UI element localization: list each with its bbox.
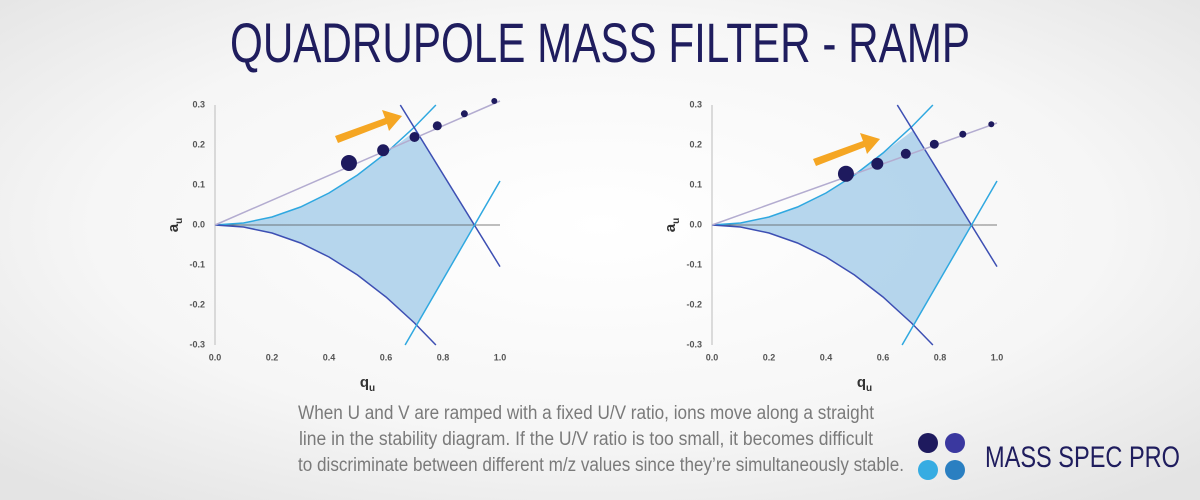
caption-line: When U and V are ramped with a fixed U/V…	[298, 403, 875, 424]
x-axis-label: qu	[360, 374, 375, 394]
boundary-line	[214, 224, 437, 346]
y-axis-label-main: a	[662, 223, 679, 232]
x-tick-label: 0.4	[820, 352, 833, 362]
y-tick-label: 0.2	[192, 139, 205, 149]
x-tick-label: 0.6	[380, 352, 393, 362]
boundary-line	[711, 104, 934, 226]
x-tick-label: 0.6	[877, 352, 890, 362]
ion-point	[491, 98, 498, 104]
x-axis-label-main: q	[857, 374, 866, 391]
logo-dot	[945, 460, 965, 480]
x-tick-label: 1.0	[494, 352, 507, 362]
x-tick-label: 0.0	[706, 352, 719, 362]
y-tick-label: 0.0	[689, 219, 702, 229]
x-axis-label: qu	[857, 374, 872, 394]
x-axis-label-sub: u	[369, 383, 375, 394]
boundary-line	[711, 224, 934, 346]
x-tick-label: 0.2	[763, 352, 776, 362]
ion-point	[900, 148, 911, 159]
y-tick-label: -0.3	[686, 339, 702, 349]
ion-point	[409, 132, 420, 142]
ion-point	[837, 165, 854, 182]
y-tick-label: 0.3	[192, 99, 205, 109]
caption-line: line in the stability diagram. If the U/…	[299, 429, 874, 450]
boundary-line	[399, 104, 501, 267]
y-tick-label: -0.3	[189, 339, 205, 349]
y-tick-label: -0.1	[686, 259, 702, 269]
y-axis-label-main: a	[165, 223, 182, 232]
x-tick-label: 0.0	[209, 352, 222, 362]
ion-point	[959, 130, 967, 138]
arrow	[335, 110, 402, 143]
boundary-line	[214, 104, 437, 226]
y-tick-label: -0.1	[189, 259, 205, 269]
y-tick-label: 0.0	[192, 219, 205, 229]
boundary-line	[896, 104, 998, 267]
boundary-line	[404, 180, 501, 346]
y-axis-label: au	[165, 218, 185, 232]
logo-dot	[945, 433, 965, 453]
title: QUADRUPOLE MASS FILTER - RAMP	[230, 11, 970, 74]
y-axis-label: au	[662, 218, 682, 232]
caption-line: to discriminate between different m/z va…	[298, 455, 904, 476]
x-axis-label-sub: u	[866, 383, 872, 394]
y-tick-label: 0.1	[689, 179, 702, 189]
chart: -0.3 -0.2 -0.1 0.0 0.1 0.2 0.3 0.0 0.2 0.4 0.6 0.8 1…	[662, 99, 1003, 394]
stability-region	[712, 130, 971, 325]
boundary-line	[214, 100, 501, 226]
x-tick-label: 0.4	[323, 352, 336, 362]
logo-dot	[918, 460, 938, 480]
boundary-line	[711, 122, 998, 226]
logo: MASS SPEC PRO	[918, 433, 1180, 480]
arrow	[813, 133, 880, 166]
y-tick-label: -0.2	[189, 299, 205, 309]
ion-point	[377, 144, 390, 157]
ion-point	[432, 121, 442, 131]
y-tick-label: 0.1	[192, 179, 205, 189]
chart: -0.3 -0.2 -0.1 0.0 0.1 0.2 0.3 0.0 0.2 0.4 0.6 0.8 1…	[165, 98, 506, 394]
y-tick-label: 0.2	[689, 139, 702, 149]
ion-point	[871, 157, 884, 170]
x-tick-label: 0.2	[266, 352, 279, 362]
y-tick-label: -0.2	[686, 299, 702, 309]
y-axis-label-sub: u	[671, 218, 682, 224]
y-axis-label-sub: u	[174, 218, 185, 224]
y-tick-label: 0.3	[689, 99, 702, 109]
ion-point	[929, 139, 939, 149]
boundary-line	[901, 180, 998, 346]
logo-dot	[918, 433, 938, 453]
x-tick-label: 1.0	[991, 352, 1004, 362]
x-axis-label-main: q	[360, 374, 369, 391]
ion-point	[340, 155, 357, 171]
ion-point	[460, 110, 468, 118]
logo-text: MASS SPEC PRO	[985, 441, 1180, 474]
stability-region	[215, 130, 474, 325]
ion-point	[988, 121, 995, 128]
x-tick-label: 0.8	[934, 352, 947, 362]
x-tick-label: 0.8	[437, 352, 450, 362]
